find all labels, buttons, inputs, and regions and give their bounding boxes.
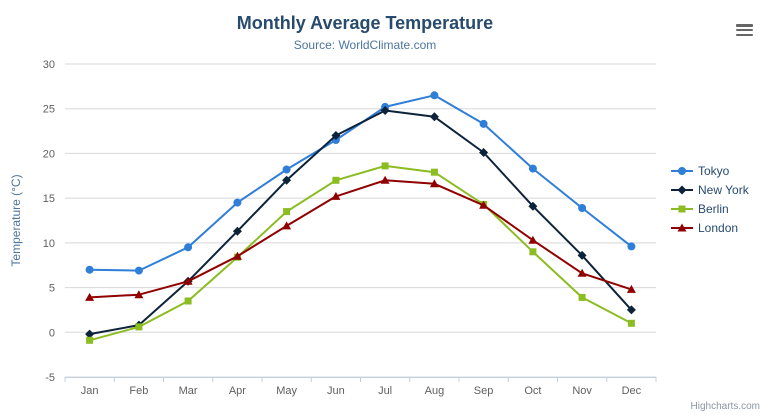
y-axis-tick-label: 30 — [43, 59, 55, 71]
legend-label-berlin: Berlin — [698, 202, 729, 216]
legend-label-new-york: New York — [698, 183, 749, 197]
hamburger-bar — [736, 28, 753, 32]
x-axis-tick-label: Jul — [378, 385, 392, 397]
x-axis-tick-label: Aug — [425, 385, 445, 397]
legend-item-new-york[interactable]: New York — [671, 183, 749, 197]
x-axis-tick-label: Oct — [524, 385, 541, 397]
hamburger-bar — [736, 33, 753, 36]
legend-label-tokyo: Tokyo — [698, 164, 730, 178]
y-axis-tick-label: 5 — [49, 283, 55, 295]
y-axis-tick-label: 15 — [43, 193, 55, 205]
x-axis-tick-label: Dec — [622, 385, 642, 397]
x-axis-tick-label: Sep — [474, 385, 494, 397]
y-axis-tick-label: 0 — [49, 327, 55, 339]
legend-symbol-london — [671, 223, 693, 232]
series-new-york[interactable] — [85, 106, 636, 339]
chart-subtitle: Source: WorldClimate.com — [293, 38, 437, 52]
y-axis-tick-label: 25 — [43, 104, 55, 116]
legend-item-berlin[interactable]: Berlin — [671, 202, 749, 216]
y-axis-tick-label: -5 — [45, 372, 55, 384]
x-axis-tick-label: Nov — [572, 385, 592, 397]
y-axis-tick-label: 10 — [43, 238, 55, 250]
legend-label-london: London — [698, 221, 739, 235]
x-axis-tick-label: Mar — [179, 385, 198, 397]
x-axis-tick-label: Feb — [129, 385, 148, 397]
legend-symbol-tokyo — [671, 167, 693, 175]
legend-symbol-new-york — [671, 185, 693, 195]
x-axis-tick-label: May — [276, 385, 297, 397]
hamburger-bar — [736, 24, 753, 27]
series-london[interactable] — [85, 175, 636, 301]
y-axis-title: Temperature (°C) — [9, 174, 23, 266]
x-axis-tick-label: Jun — [327, 385, 345, 397]
hamburger-menu-icon[interactable] — [736, 24, 753, 36]
highcharts-credits-link[interactable]: Highcharts.com — [690, 401, 760, 412]
legend-item-london[interactable]: London — [671, 221, 749, 235]
y-axis-tick-label: 20 — [43, 148, 55, 160]
legend-symbol-berlin — [671, 205, 693, 213]
x-axis-tick-label: Apr — [229, 385, 246, 397]
legend: Tokyo New York Berlin London — [671, 164, 749, 235]
series-tokyo[interactable] — [85, 91, 636, 275]
legend-item-tokyo[interactable]: Tokyo — [671, 164, 749, 178]
x-axis-tick-label: Jan — [81, 385, 99, 397]
chart-title: Monthly Average Temperature — [236, 13, 494, 33]
